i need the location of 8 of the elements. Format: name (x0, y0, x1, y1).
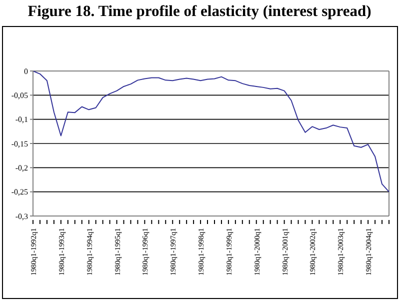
y-tick-label: -0,2 (15, 164, 28, 173)
chart-title: Figure 18. Time profile of elasticity (interest spread) (26, 2, 372, 22)
y-tick-label: -0,3 (15, 212, 28, 221)
y-tick-label: -0,1 (15, 115, 28, 124)
y-tick-label: 0 (24, 66, 28, 76)
y-tick-label: -0,05 (11, 91, 28, 100)
y-tick-label: -0,15 (11, 139, 28, 148)
y-tick-label: -0,25 (11, 188, 28, 197)
